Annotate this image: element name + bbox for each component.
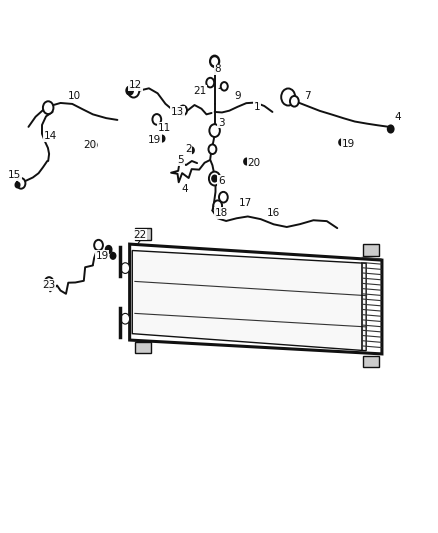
Circle shape: [219, 192, 228, 203]
Circle shape: [179, 106, 187, 115]
Text: 23: 23: [42, 280, 56, 290]
Circle shape: [209, 124, 220, 137]
Bar: [363, 356, 379, 367]
Circle shape: [92, 142, 97, 148]
Circle shape: [106, 246, 112, 253]
Circle shape: [212, 175, 217, 182]
Text: 7: 7: [304, 91, 311, 101]
Bar: [135, 228, 151, 240]
Text: 15: 15: [8, 170, 21, 180]
Text: 4: 4: [394, 112, 401, 122]
Text: 5: 5: [177, 155, 184, 165]
Circle shape: [189, 147, 194, 154]
Text: 13: 13: [171, 107, 184, 117]
Text: 14: 14: [44, 131, 57, 141]
Text: 8: 8: [214, 64, 221, 74]
Circle shape: [208, 144, 216, 154]
Text: 19: 19: [342, 139, 355, 149]
Circle shape: [290, 96, 299, 107]
Circle shape: [121, 263, 130, 273]
Circle shape: [121, 313, 130, 324]
Circle shape: [221, 82, 228, 91]
Polygon shape: [130, 244, 382, 354]
Bar: [135, 342, 151, 353]
Bar: [363, 244, 379, 256]
Circle shape: [128, 84, 139, 98]
Text: 19: 19: [95, 251, 109, 261]
Text: 2: 2: [185, 144, 191, 154]
Text: 12: 12: [129, 80, 142, 90]
Text: 17: 17: [239, 198, 252, 207]
Circle shape: [281, 88, 295, 106]
Circle shape: [45, 277, 53, 288]
Text: 1: 1: [254, 102, 261, 111]
Circle shape: [126, 86, 133, 95]
Circle shape: [152, 114, 161, 125]
Text: 6: 6: [218, 176, 225, 186]
Circle shape: [94, 240, 103, 251]
Text: 20: 20: [83, 140, 96, 150]
Text: 21: 21: [194, 86, 207, 95]
Circle shape: [206, 78, 214, 87]
Text: 20: 20: [247, 158, 261, 167]
Text: 3: 3: [218, 118, 224, 127]
Circle shape: [210, 55, 219, 67]
Text: 4: 4: [182, 184, 188, 194]
Text: 19: 19: [148, 135, 161, 144]
Circle shape: [388, 125, 394, 133]
Polygon shape: [132, 251, 366, 351]
Circle shape: [209, 172, 220, 185]
Circle shape: [339, 139, 344, 146]
Text: 16: 16: [267, 208, 280, 218]
Circle shape: [17, 178, 25, 189]
Text: 10: 10: [68, 91, 81, 101]
Circle shape: [110, 253, 116, 259]
Circle shape: [159, 135, 165, 142]
Text: 22: 22: [134, 230, 147, 239]
Circle shape: [15, 182, 20, 188]
Circle shape: [212, 58, 217, 64]
Text: 11: 11: [158, 123, 171, 133]
Text: 9: 9: [234, 91, 241, 101]
Circle shape: [43, 101, 53, 114]
Circle shape: [213, 200, 222, 211]
Text: 18: 18: [215, 208, 228, 218]
Circle shape: [244, 158, 249, 165]
